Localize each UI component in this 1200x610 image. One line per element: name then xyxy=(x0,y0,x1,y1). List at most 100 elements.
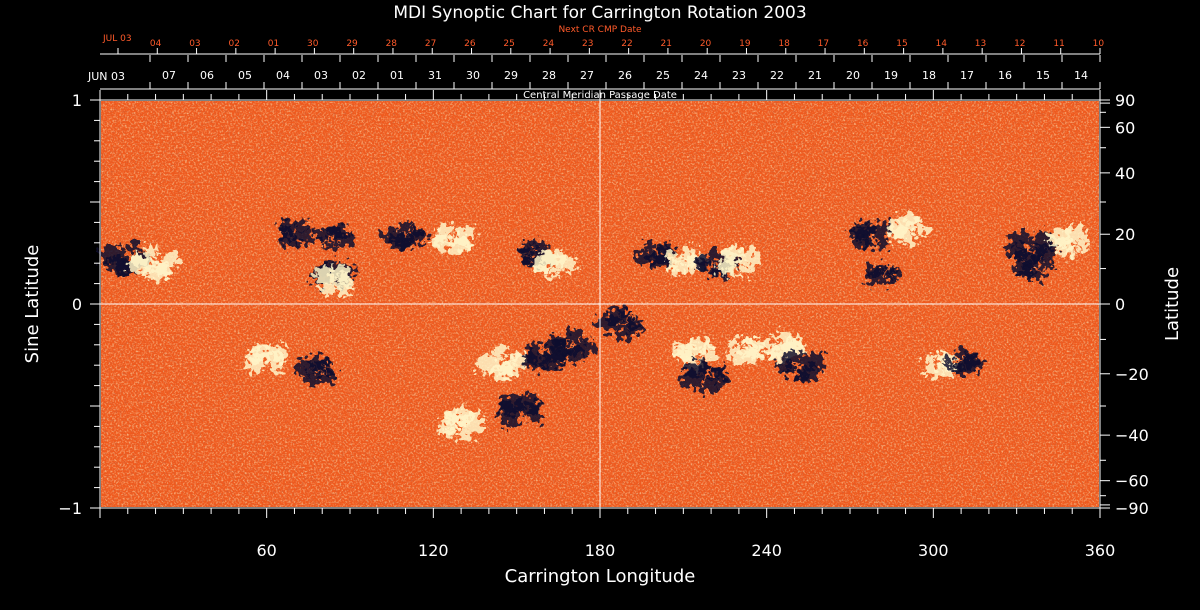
next-cr-tick-label: 02 xyxy=(228,39,239,49)
positive-region-patch xyxy=(917,225,932,236)
cmp-date-tick-label: 23 xyxy=(732,69,746,82)
negative-region-patch xyxy=(498,395,525,415)
next-cr-tick-label: 01 xyxy=(268,39,279,49)
negative-region-patch xyxy=(597,314,621,333)
negative-region-patch xyxy=(775,358,796,374)
positive-region-patch xyxy=(492,346,508,358)
positive-region-patch xyxy=(447,407,473,427)
cmp-date-tick-label: 02 xyxy=(352,69,366,82)
negative-region-patch xyxy=(527,411,544,424)
negative-region-patch xyxy=(524,351,539,363)
negative-region-patch xyxy=(647,252,669,269)
negative-region-patch xyxy=(294,220,311,233)
negative-region-patch xyxy=(519,241,536,254)
sine-latitude-tick-label: 1 xyxy=(72,91,82,110)
next-cr-tick-label: 20 xyxy=(700,39,712,49)
negative-region-patch xyxy=(625,320,645,335)
positive-region-patch xyxy=(722,246,746,264)
negative-region-patch xyxy=(863,271,883,286)
next-cr-tick-label: 29 xyxy=(346,39,358,49)
positive-region-patch xyxy=(730,338,743,348)
longitude-tick-label: 180 xyxy=(585,541,616,560)
negative-region-patch xyxy=(886,268,902,280)
positive-region-patch xyxy=(272,352,287,364)
negative-region-patch xyxy=(1005,242,1027,258)
longitude-tick-label: 360 xyxy=(1085,541,1116,560)
positive-region-patch xyxy=(489,361,514,380)
next-cr-tick-label: 04 xyxy=(150,39,162,49)
negative-region-patch xyxy=(618,310,633,321)
positive-region-patch xyxy=(886,219,910,238)
chart-title: MDI Synoptic Chart for Carrington Rotati… xyxy=(393,3,806,23)
negative-region-patch xyxy=(1041,260,1054,270)
positive-region-patch xyxy=(546,268,560,279)
negative-region-patch xyxy=(1030,268,1047,281)
positive-region-patch xyxy=(760,338,774,349)
cmp-date-tick-label: 01 xyxy=(390,69,404,82)
latitude-tick-label: 40 xyxy=(1115,164,1135,183)
longitude-tick-label: 300 xyxy=(918,541,949,560)
longitude-tick-label: 120 xyxy=(418,541,449,560)
negative-region-patch xyxy=(329,224,350,240)
negative-region-patch xyxy=(409,230,427,244)
cmp-date-tick-label: 21 xyxy=(808,69,822,82)
next-cr-tick-label: 23 xyxy=(582,39,593,49)
cmp-date-tick-label: 25 xyxy=(656,69,670,82)
next-cr-tick-label: 16 xyxy=(857,39,869,49)
next-cr-tick-label: 28 xyxy=(386,39,398,49)
positive-region-patch xyxy=(438,224,452,235)
cmp-date-tick-label: 29 xyxy=(504,69,518,82)
next-cr-tick-label: 19 xyxy=(739,39,751,49)
cmp-date-tick-label: 18 xyxy=(922,69,936,82)
positive-region-patch xyxy=(739,348,761,364)
positive-region-patch xyxy=(739,265,754,276)
longitude-tick-label: 240 xyxy=(751,541,782,560)
cmp-date-tick-label: 16 xyxy=(998,69,1012,82)
positive-region-patch xyxy=(445,236,469,254)
next-cr-tick-label: 25 xyxy=(503,39,514,49)
positive-region-patch xyxy=(746,338,763,351)
cmp-date-tick-label: 14 xyxy=(1074,69,1088,82)
cmp-date-tick-label: 28 xyxy=(542,69,556,82)
positive-region-patch xyxy=(143,261,170,281)
negative-region-patch xyxy=(573,338,598,356)
positive-region-patch xyxy=(437,420,457,436)
negative-region-patch xyxy=(852,220,876,239)
negative-region-patch xyxy=(1030,231,1057,252)
next-cr-tick-label: 14 xyxy=(936,39,948,49)
negative-region-patch xyxy=(316,359,330,369)
negative-region-patch xyxy=(400,221,414,232)
next-cr-ticks: 04 03 02 01 30 29 28 27 26 25 24 23 22 21 20 19 18 17 16 15… xyxy=(117,39,1104,54)
sine-latitude-tick-label: −1 xyxy=(58,499,82,518)
cmp-date-tick-label: 22 xyxy=(770,69,784,82)
cmp-date-tick-label: 27 xyxy=(580,69,594,82)
cmp-date-tick-label: 17 xyxy=(960,69,974,82)
positive-region-patch xyxy=(338,270,352,281)
next-cr-tick-label: 22 xyxy=(621,39,632,49)
negative-region-patch xyxy=(292,230,313,246)
next-cr-tick-label: 24 xyxy=(543,39,555,49)
negative-region-patch xyxy=(695,254,713,268)
cmp-date-tick-label: 19 xyxy=(884,69,898,82)
positive-region-patch xyxy=(160,251,182,268)
positive-region-patch xyxy=(922,354,935,364)
latitude-tick-label: 20 xyxy=(1115,225,1135,244)
next-cr-axis-start-label: JUL 03 xyxy=(102,34,132,44)
next-cr-tick-label: 18 xyxy=(778,39,790,49)
negative-region-patch xyxy=(560,347,574,359)
y-axis-left-label: Sine Latitude xyxy=(22,245,43,364)
negative-region-patch xyxy=(551,333,570,348)
next-cr-tick-label: 03 xyxy=(189,39,200,49)
positive-region-patch xyxy=(717,260,736,275)
sine-latitude-axis: 1 0 −1 xyxy=(58,91,100,518)
positive-region-patch xyxy=(143,245,159,258)
latitude-tick-label: 90 xyxy=(1115,91,1135,110)
latitude-tick-label: −20 xyxy=(1115,365,1149,384)
next-cr-tick-label: 15 xyxy=(896,39,907,49)
negative-region-patch xyxy=(697,362,713,374)
next-cr-tick-label: 12 xyxy=(1014,39,1025,49)
negative-region-patch xyxy=(525,341,541,353)
cmp-date-axis-start-label: JUN 03 xyxy=(87,70,125,83)
next-cr-axis: Next CR CMP Date JUL 03 04 03 02 01 30 29 28 27… xyxy=(100,25,1104,55)
